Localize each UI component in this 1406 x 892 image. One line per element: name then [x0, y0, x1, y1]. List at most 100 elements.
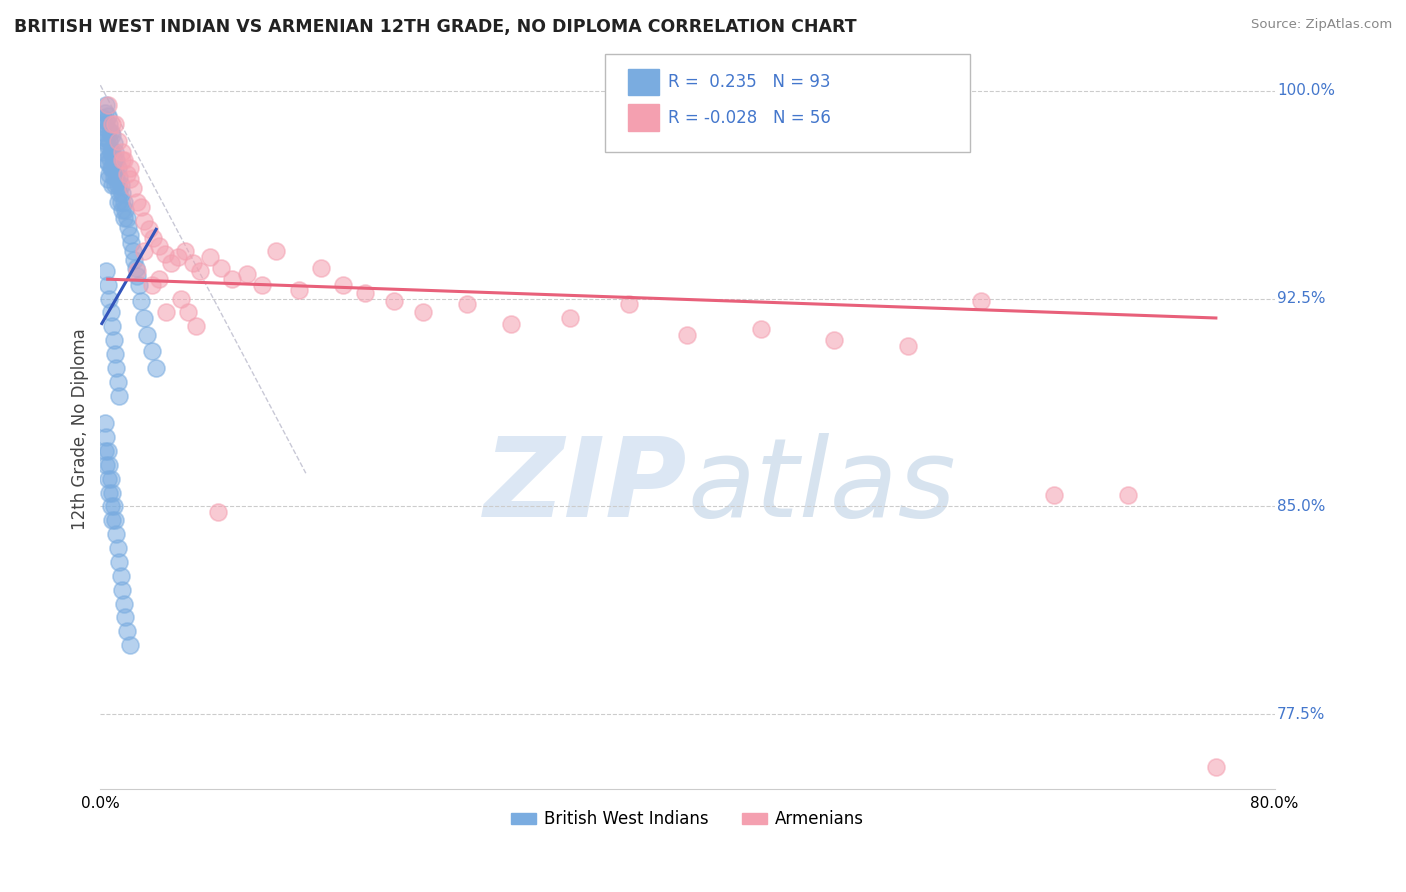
Point [112, 211, 135, 226]
Point [96, 97, 118, 112]
Point [97, 155, 120, 169]
Point [107, 178, 129, 192]
Point [98, 150, 121, 164]
Point [115, 211, 138, 226]
Point [107, 541, 129, 555]
Point [100, 145, 122, 159]
Point [97, 97, 120, 112]
Point [456, 297, 478, 311]
Point [101, 513, 124, 527]
Point [155, 305, 177, 319]
Point [94, 117, 117, 131]
Point [188, 264, 211, 278]
Point [114, 610, 136, 624]
Point [117, 219, 139, 234]
Point [749, 322, 772, 336]
Point [108, 169, 131, 184]
Point [104, 145, 127, 159]
Text: ZIP: ZIP [484, 433, 688, 540]
Point [309, 261, 332, 276]
Point [97, 139, 120, 153]
Point [200, 250, 222, 264]
Point [108, 555, 131, 569]
Point [221, 272, 243, 286]
Point [332, 277, 354, 292]
Point [122, 252, 145, 267]
Point [94, 106, 117, 120]
Point [96, 114, 118, 128]
Point [96, 264, 118, 278]
Point [98, 458, 121, 472]
Point [153, 247, 176, 261]
Point [97, 277, 120, 292]
Point [112, 194, 135, 209]
Point [111, 145, 134, 159]
Point [897, 339, 920, 353]
Point [136, 327, 159, 342]
Point [174, 244, 197, 259]
Point [108, 186, 131, 201]
Point [118, 161, 141, 176]
Point [107, 161, 129, 176]
Point [148, 239, 170, 253]
Point [105, 169, 128, 184]
Point [115, 167, 138, 181]
Point [100, 472, 122, 486]
Point [107, 134, 129, 148]
Point [125, 264, 148, 278]
Point [266, 244, 288, 259]
Point [131, 294, 153, 309]
Point [141, 277, 163, 292]
Point [134, 244, 156, 259]
Point [96, 458, 118, 472]
Point [110, 194, 132, 209]
Point [167, 250, 190, 264]
Point [209, 261, 232, 276]
Y-axis label: 12th Grade, No Diploma: 12th Grade, No Diploma [72, 328, 89, 530]
Point [501, 317, 523, 331]
Point [138, 222, 160, 236]
Point [121, 180, 143, 194]
Point [118, 638, 141, 652]
Point [115, 624, 138, 639]
Point [100, 161, 122, 176]
Text: 85.0%: 85.0% [1277, 499, 1326, 514]
Point [236, 267, 259, 281]
Point [823, 333, 845, 347]
Point [104, 347, 127, 361]
Text: 100.0%: 100.0% [1277, 83, 1334, 98]
Point [131, 200, 153, 214]
Point [287, 283, 309, 297]
Point [159, 255, 181, 269]
Point [111, 186, 134, 201]
Point [112, 153, 135, 167]
Point [148, 272, 170, 286]
Point [98, 134, 121, 148]
Point [104, 117, 127, 131]
Point [120, 236, 142, 251]
Point [103, 136, 125, 151]
Point [1205, 760, 1227, 774]
Legend: British West Indians, Armenians: British West Indians, Armenians [503, 804, 870, 835]
Point [184, 319, 207, 334]
Point [101, 319, 124, 334]
Point [94, 134, 117, 148]
Point [676, 327, 699, 342]
Point [617, 297, 640, 311]
Point [170, 292, 193, 306]
Point [141, 344, 163, 359]
Point [412, 305, 434, 319]
Point [382, 294, 405, 309]
Point [1116, 488, 1139, 502]
Point [134, 310, 156, 325]
Point [97, 172, 120, 186]
Point [103, 333, 125, 347]
Point [105, 153, 128, 167]
Point [98, 167, 121, 181]
Point [125, 269, 148, 284]
Text: R =  0.235   N = 93: R = 0.235 N = 93 [668, 73, 831, 91]
Point [96, 153, 118, 167]
Point [94, 417, 117, 431]
Point [124, 261, 146, 276]
Point [181, 255, 204, 269]
